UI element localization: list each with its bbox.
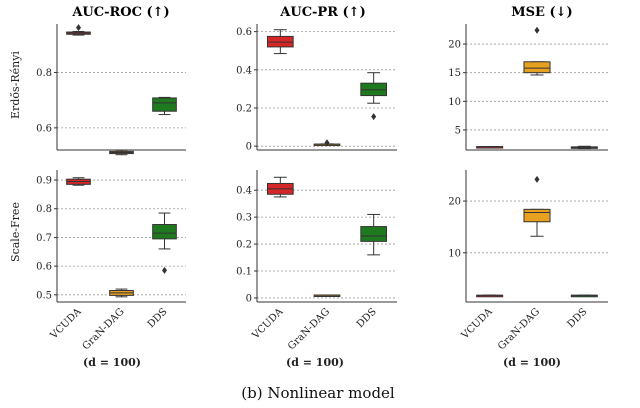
y-tick-label: 0.1 (236, 267, 252, 278)
y-tick-label: 15 (448, 68, 461, 79)
panel-2: 0 0.2 0.4 0.6 (236, 24, 397, 153)
box-grandag (313, 139, 341, 147)
x-tick-label: GraN-DAG (286, 306, 332, 352)
box-body (152, 224, 177, 240)
box-dds (570, 145, 598, 150)
y-tick-label: 0.3 (236, 213, 252, 224)
outlier-point (162, 266, 167, 274)
y-tick-label: 5 (455, 125, 461, 136)
y-tick-label: 0.2 (236, 104, 252, 115)
y-tick-label: 0 (246, 293, 252, 304)
y-tick-label: 0.6 (36, 262, 52, 273)
outlier-point (76, 24, 81, 32)
y-tick-label: 10 (448, 97, 461, 108)
panels-group: 0.6 0.8 0 0.2 0.4 0.6 5 10 15 20 0.5 0.6 0.7 0.8 0.9 VC… (36, 24, 608, 352)
box-body (523, 61, 551, 74)
row-label-scale-free: Scale-Free (9, 202, 22, 262)
box-dds (152, 212, 177, 274)
x-tick-label: VCUDA (48, 306, 84, 342)
x-tick-label: DDS (565, 306, 589, 330)
box-vcuda (476, 294, 504, 298)
xlabel-note-col3: (d = 100) (503, 356, 561, 369)
y-tick-label: 0.4 (236, 186, 252, 197)
x-tick-label: DDS (146, 306, 170, 330)
col-title-mse: MSE (↓) (511, 5, 572, 20)
box-grandag (313, 294, 341, 297)
y-tick-label: 0 (246, 142, 252, 153)
y-tick-label: 0.7 (36, 233, 52, 244)
box-vcuda (476, 146, 504, 149)
panel-5: 0 0.1 0.2 0.3 0.4 VCUDA GraN-DAG DDS (236, 170, 397, 352)
x-tick-label: VCUDA (250, 306, 286, 342)
box-vcuda (267, 29, 294, 55)
col-title-auc-pr: AUC-PR (↑) (279, 5, 365, 20)
panel-1: 0.6 0.8 (36, 24, 186, 156)
y-tick-label: 0.6 (36, 123, 52, 134)
box-dds (570, 294, 598, 298)
box-vcuda (267, 176, 294, 198)
xlabel-note-col1: (d = 100) (83, 356, 141, 369)
y-tick-label: 0.8 (36, 204, 52, 215)
box-dds (152, 96, 177, 116)
y-tick-label: 0.5 (36, 290, 52, 301)
box-grandag (109, 149, 134, 156)
xlabel-note-col2: (d = 100) (286, 356, 344, 369)
x-tick-label: DDS (355, 306, 379, 330)
box-vcuda (66, 24, 91, 36)
panel-3: 5 10 15 20 (448, 24, 608, 151)
y-tick-label: 20 (448, 40, 461, 51)
box-body (360, 226, 388, 242)
col-title-auc-roc: AUC-ROC (↑) (71, 5, 169, 20)
outlier-point (534, 175, 540, 183)
y-tick-label: 0.8 (36, 68, 52, 79)
box-grandag (523, 26, 551, 76)
x-tick-label: VCUDA (459, 306, 495, 342)
box-dds (360, 72, 388, 121)
y-tick-label: 20 (448, 197, 461, 208)
y-tick-label: 0.2 (236, 240, 252, 251)
x-tick-label: GraN-DAG (496, 306, 542, 352)
y-tick-label: 0.6 (236, 27, 252, 38)
panel-6: 10 20 VCUDA GraN-DAG DDS (448, 170, 608, 352)
outlier-point (324, 139, 330, 147)
box-grandag (523, 175, 551, 237)
box-body (523, 208, 551, 223)
box-vcuda (66, 177, 91, 186)
box-dds (360, 213, 388, 256)
figure-caption: (b) Nonlinear model (241, 384, 395, 402)
box-grandag (109, 288, 134, 298)
y-tick-label: 0.9 (36, 176, 52, 187)
y-tick-label: 0.4 (236, 65, 252, 76)
box-body (152, 97, 177, 112)
outlier-point (371, 113, 377, 121)
row-label-erdos-renyi: Erdős-Rényi (9, 51, 22, 119)
y-tick-label: 10 (448, 248, 461, 259)
outlier-point (534, 26, 540, 34)
x-tick-label: GraN-DAG (81, 306, 127, 352)
